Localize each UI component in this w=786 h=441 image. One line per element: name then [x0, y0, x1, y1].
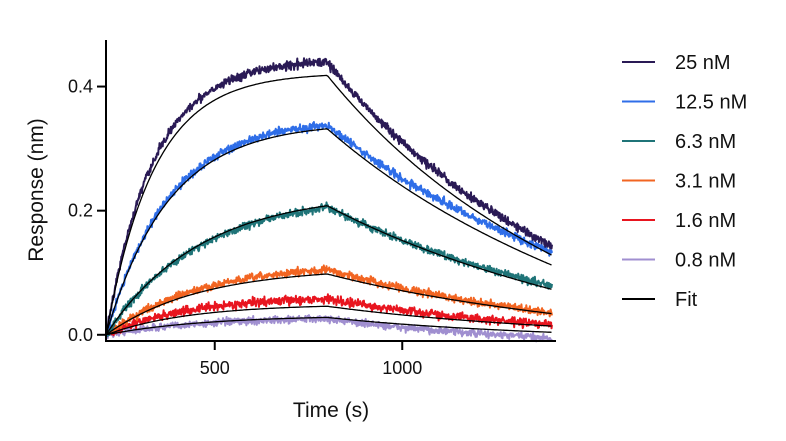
y-tick-label: 0.0 [68, 325, 93, 345]
series-line-12-5-nm [105, 121, 553, 337]
legend-label: 1.6 nM [675, 210, 736, 232]
series-line-25-nm [105, 57, 553, 334]
x-tick-label: 500 [200, 358, 230, 378]
fit-line-25-nm [105, 74, 552, 335]
legend-label: 3.1 nM [675, 171, 736, 193]
series-layer [105, 57, 553, 343]
x-tick-label: 1000 [382, 358, 422, 378]
y-tick-label: 0.4 [68, 77, 93, 97]
legend-label: 25 nM [675, 52, 731, 74]
fit-line-1-6-nm [105, 305, 552, 336]
legend: 25 nM 12.5 nM 6.3 nM 3.1 nM 1.6 nM 0.8 nM Fit [622, 52, 747, 311]
legend-label: 12.5 nM [675, 92, 747, 114]
fit-line-0-8-nm [105, 316, 552, 336]
series-line-6-3-nm [105, 201, 553, 338]
fit-line-6-3-nm [105, 205, 552, 336]
series-line-3-1-nm [105, 264, 553, 338]
legend-label: 6.3 nM [675, 131, 736, 153]
fit-line-12-5-nm [105, 128, 552, 335]
y-axis-title: Response (nm) [25, 118, 48, 262]
ticks-layer: 500 1000 0.0 0.2 0.4 [68, 77, 422, 378]
series-line-1-6-nm [105, 293, 553, 337]
fit-line-3-1-nm [105, 273, 552, 336]
fit-layer [105, 74, 552, 336]
legend-label: 0.8 nM [675, 250, 736, 272]
y-tick-label: 0.2 [68, 201, 93, 221]
axes-layer [105, 40, 556, 342]
legend-label: Fit [675, 289, 698, 311]
series-line-0-8-nm [105, 314, 553, 343]
x-axis-title: Time (s) [293, 399, 369, 422]
